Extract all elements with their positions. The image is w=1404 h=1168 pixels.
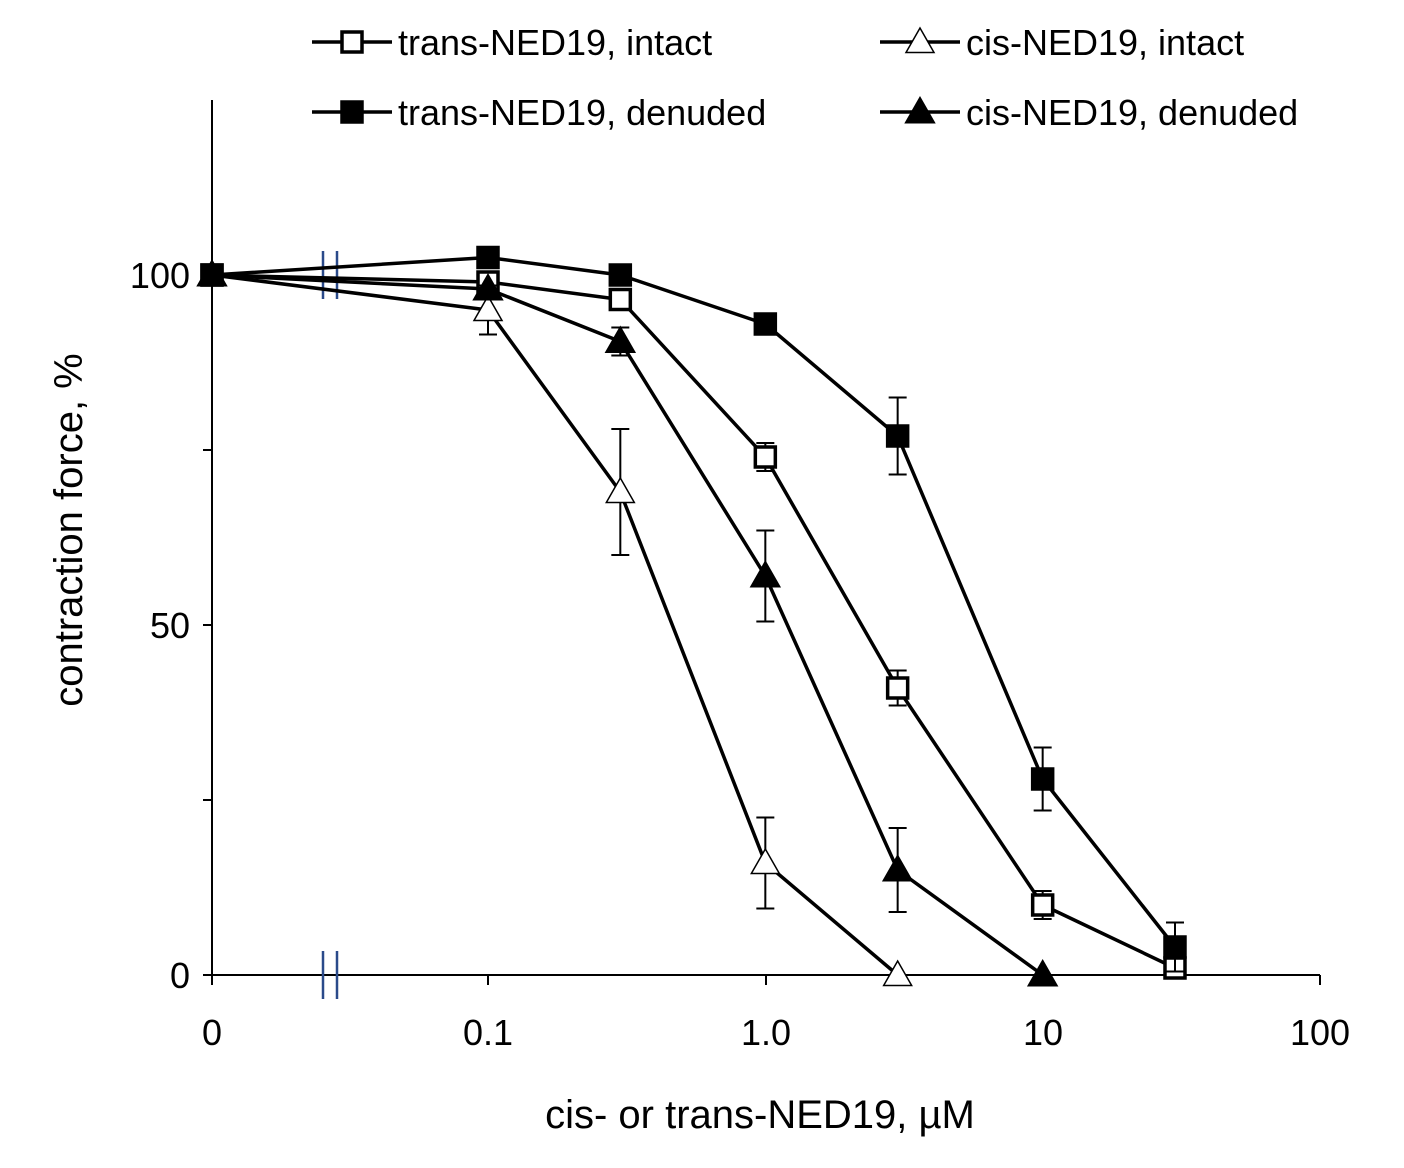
legend-label: cis-NED19, denuded — [966, 92, 1298, 133]
series-line — [211, 273, 1044, 977]
data-point-marker — [904, 26, 936, 54]
series-layer — [196, 245, 1187, 987]
data-point-marker — [340, 30, 364, 54]
series-line — [211, 273, 899, 977]
data-point-marker — [753, 312, 778, 336]
legend: trans-NED19, intact cis-NED19, intact tran… — [312, 22, 1298, 133]
y-axis-title: contraction force, % — [47, 353, 91, 707]
data-point-marker — [881, 853, 914, 882]
legend-label: cis-NED19, intact — [966, 22, 1244, 63]
data-point-marker — [753, 445, 778, 469]
series-cis-ned19-denuded — [196, 258, 1059, 987]
x-tick-label: 0 — [202, 1012, 222, 1053]
data-point-marker — [1030, 767, 1055, 791]
series-line — [211, 273, 1176, 970]
series-cis-ned19-intact — [196, 259, 913, 987]
legend-label: trans-NED19, denuded — [398, 92, 766, 133]
data-point-marker — [1030, 893, 1055, 917]
legend-entry: trans-NED19, intact — [312, 22, 712, 63]
legend-label: trans-NED19, intact — [398, 22, 712, 63]
data-point-marker — [749, 559, 782, 588]
data-point-marker — [882, 959, 913, 987]
data-point-marker — [605, 476, 636, 504]
data-point-marker — [750, 847, 781, 875]
legend-entry: trans-NED19, denuded — [312, 92, 766, 133]
data-point-marker — [904, 95, 936, 124]
x-tick-label: 100 — [1290, 1012, 1350, 1053]
series-line — [211, 255, 1177, 949]
series-trans-ned19-intact — [200, 263, 1187, 980]
axes: 0 50 100 0 0.1 1.0 10 100 — [130, 100, 1350, 1053]
data-point-marker — [340, 100, 364, 124]
legend-entry: cis-NED19, intact — [880, 22, 1244, 63]
data-point-marker — [885, 676, 910, 700]
data-point-marker — [1163, 935, 1187, 959]
x-tick-label: 0.1 — [463, 1012, 513, 1053]
data-point-marker — [196, 258, 228, 287]
y-tick-label: 50 — [150, 605, 190, 646]
data-point-marker — [604, 325, 637, 353]
data-point-marker — [608, 287, 633, 312]
data-point-marker — [608, 263, 633, 287]
data-point-marker — [472, 294, 504, 322]
x-axis-title: cis- or trans-NED19, µM — [545, 1093, 975, 1137]
y-tick-label: 100 — [130, 255, 190, 296]
legend-entry: cis-NED19, denuded — [880, 92, 1298, 133]
data-point-marker — [885, 424, 910, 448]
y-tick-label: 0 — [170, 955, 190, 996]
data-point-marker — [1026, 958, 1059, 987]
x-tick-label: 1.0 — [741, 1012, 791, 1053]
series-trans-ned19-denuded — [200, 245, 1187, 973]
data-point-marker — [476, 245, 500, 270]
data-point-marker — [472, 272, 504, 301]
x-tick-label: 10 — [1023, 1012, 1063, 1053]
